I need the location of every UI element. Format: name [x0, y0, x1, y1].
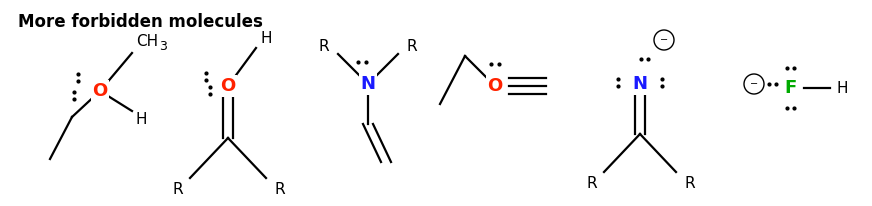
- Text: −: −: [660, 35, 668, 45]
- Text: R: R: [685, 177, 695, 192]
- Text: R: R: [318, 39, 330, 54]
- Text: H: H: [836, 81, 848, 96]
- Text: F: F: [784, 79, 796, 97]
- Text: R: R: [173, 183, 183, 198]
- Text: R: R: [275, 183, 285, 198]
- Text: O: O: [92, 82, 107, 100]
- Text: N: N: [360, 75, 376, 93]
- Text: H: H: [260, 30, 271, 46]
- Text: O: O: [221, 77, 235, 95]
- Text: N: N: [632, 75, 648, 93]
- Text: O: O: [487, 77, 502, 95]
- Text: R: R: [406, 39, 418, 54]
- Text: −: −: [750, 79, 758, 89]
- Text: More forbidden molecules: More forbidden molecules: [18, 13, 262, 31]
- Text: R: R: [587, 177, 597, 192]
- Text: 3: 3: [159, 40, 167, 53]
- Text: CH: CH: [136, 34, 158, 48]
- Text: H: H: [135, 111, 146, 126]
